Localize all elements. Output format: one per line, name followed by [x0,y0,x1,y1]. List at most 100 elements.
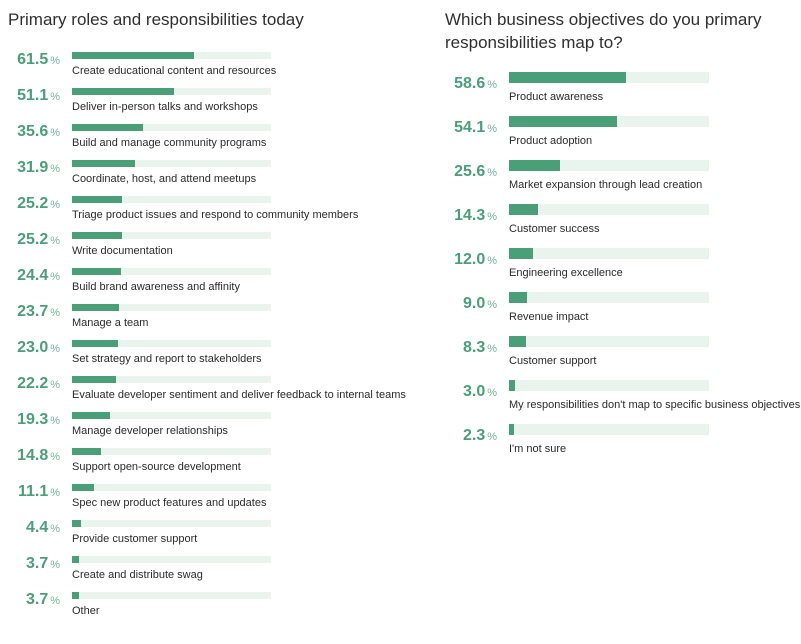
objectives-category-label: Product adoption [509,135,593,147]
objectives-value-unit: % [487,167,497,179]
objectives-bar [509,160,561,171]
roles-value-number: 11.1 [17,483,49,500]
roles-chart-title: Primary roles and responsibilities today [8,10,304,29]
roles-bar [72,376,117,383]
roles-bar-track [72,340,271,347]
roles-category-label: Build brand awareness and affinity [72,281,240,293]
objectives-category-label: My responsibilities don't map to specifi… [509,399,801,411]
objectives-bar-track [509,424,709,435]
roles-value-unit: % [50,307,60,319]
roles-value-unit: % [50,235,60,247]
objectives-category-label: Market expansion through lead creation [509,179,703,191]
roles-value-label: 14.8% [0,446,60,467]
objectives-bar [509,72,627,83]
roles-row: 24.4% Build brand awareness and affinity [0,266,400,302]
roles-bar [72,412,111,419]
roles-value-label: 23.0% [0,338,60,359]
roles-bar [72,592,80,599]
objectives-bar [509,204,538,215]
objectives-value-label: 3.0% [445,382,497,403]
roles-category-label: Triage product issues and respond to com… [72,209,359,221]
roles-value-number: 14.8 [17,447,49,464]
roles-value-unit: % [50,451,60,463]
roles-value-number: 19.3 [17,411,49,428]
objectives-value-number: 8.3 [462,339,486,356]
roles-value-number: 4.4 [25,519,49,536]
roles-bar-track [72,376,271,383]
roles-value-label: 22.2% [0,374,60,395]
roles-row: 25.2% Write documentation [0,230,400,266]
roles-value-number: 3.7 [25,591,49,608]
roles-bar-track [72,304,271,311]
objectives-value-number: 25.6 [454,163,486,180]
objectives-bar-track [509,204,709,215]
roles-value-label: 61.5% [0,50,60,71]
objectives-value-number: 14.3 [454,207,486,224]
roles-value-label: 24.4% [0,266,60,287]
roles-bar-track [72,88,271,95]
objectives-bar [509,336,526,347]
roles-value-label: 3.7% [0,590,60,611]
roles-row: 23.0% Set strategy and report to stakehol… [0,338,400,374]
roles-value-unit: % [50,523,60,535]
roles-value-unit: % [50,55,60,67]
roles-value-unit: % [50,379,60,391]
objectives-bar [509,116,618,127]
objectives-value-label: 25.6% [445,162,497,183]
roles-bar [72,160,136,167]
objectives-value-number: 3.0 [462,383,486,400]
roles-category-label: Support open-source development [72,461,241,473]
roles-row: 11.1% Spec new product features and updat… [0,482,400,518]
objectives-category-label: Customer support [509,355,597,367]
roles-row: 23.7% Manage a team [0,302,400,338]
objectives-category-label: I'm not sure [509,443,567,455]
objectives-value-label: 2.3% [445,426,497,447]
roles-bar [72,196,123,203]
roles-value-label: 4.4% [0,518,60,539]
objectives-row: 58.6% Product awareness [445,72,801,108]
roles-value-unit: % [50,127,60,139]
roles-value-unit: % [50,343,60,355]
objectives-row: 12.0% Engineering excellence [445,248,801,284]
roles-category-label: Set strategy and report to stakeholders [72,353,262,365]
roles-value-number: 24.4 [17,267,49,284]
roles-bar-track [72,520,271,527]
roles-value-label: 25.2% [0,194,60,215]
objectives-value-number: 9.0 [462,295,486,312]
roles-value-unit: % [50,487,60,499]
objectives-row: 2.3% I'm not sure [445,424,801,460]
roles-bar [72,448,102,455]
roles-value-unit: % [50,559,60,571]
roles-bar-track [72,448,271,455]
objectives-category-label: Customer success [509,223,600,235]
roles-bar-track [72,52,271,59]
objectives-bar [509,292,527,303]
roles-category-label: Build and manage community programs [72,137,267,149]
roles-row: 61.5% Create educational content and reso… [0,50,400,86]
roles-value-number: 61.5 [17,51,49,68]
roles-row: 22.2% Evaluate developer sentiment and de… [0,374,406,410]
objectives-row: 14.3% Customer success [445,204,801,240]
roles-value-number: 23.0 [17,339,49,356]
roles-value-number: 35.6 [17,123,49,140]
objectives-row: 54.1% Product adoption [445,116,801,152]
roles-category-label: Spec new product features and updates [72,497,267,509]
objectives-value-label: 58.6% [445,74,497,95]
roles-category-label: Evaluate developer sentiment and deliver… [72,389,406,401]
objectives-value-label: 14.3% [445,206,497,227]
objectives-bar [509,380,515,391]
objectives-bar-track [509,292,709,303]
roles-bar-track [72,268,271,275]
objectives-value-unit: % [487,255,497,267]
roles-bar [72,340,118,347]
roles-bar-track [72,196,271,203]
roles-value-label: 31.9% [0,158,60,179]
objectives-value-label: 8.3% [445,338,497,359]
objectives-row: 8.3% Customer support [445,336,801,372]
objectives-value-unit: % [487,387,497,399]
roles-bar-track [72,592,271,599]
roles-value-unit: % [50,163,60,175]
roles-row: 25.2% Triage product issues and respond t… [0,194,400,230]
roles-value-number: 51.1 [17,87,49,104]
roles-category-label: Provide customer support [72,533,198,545]
